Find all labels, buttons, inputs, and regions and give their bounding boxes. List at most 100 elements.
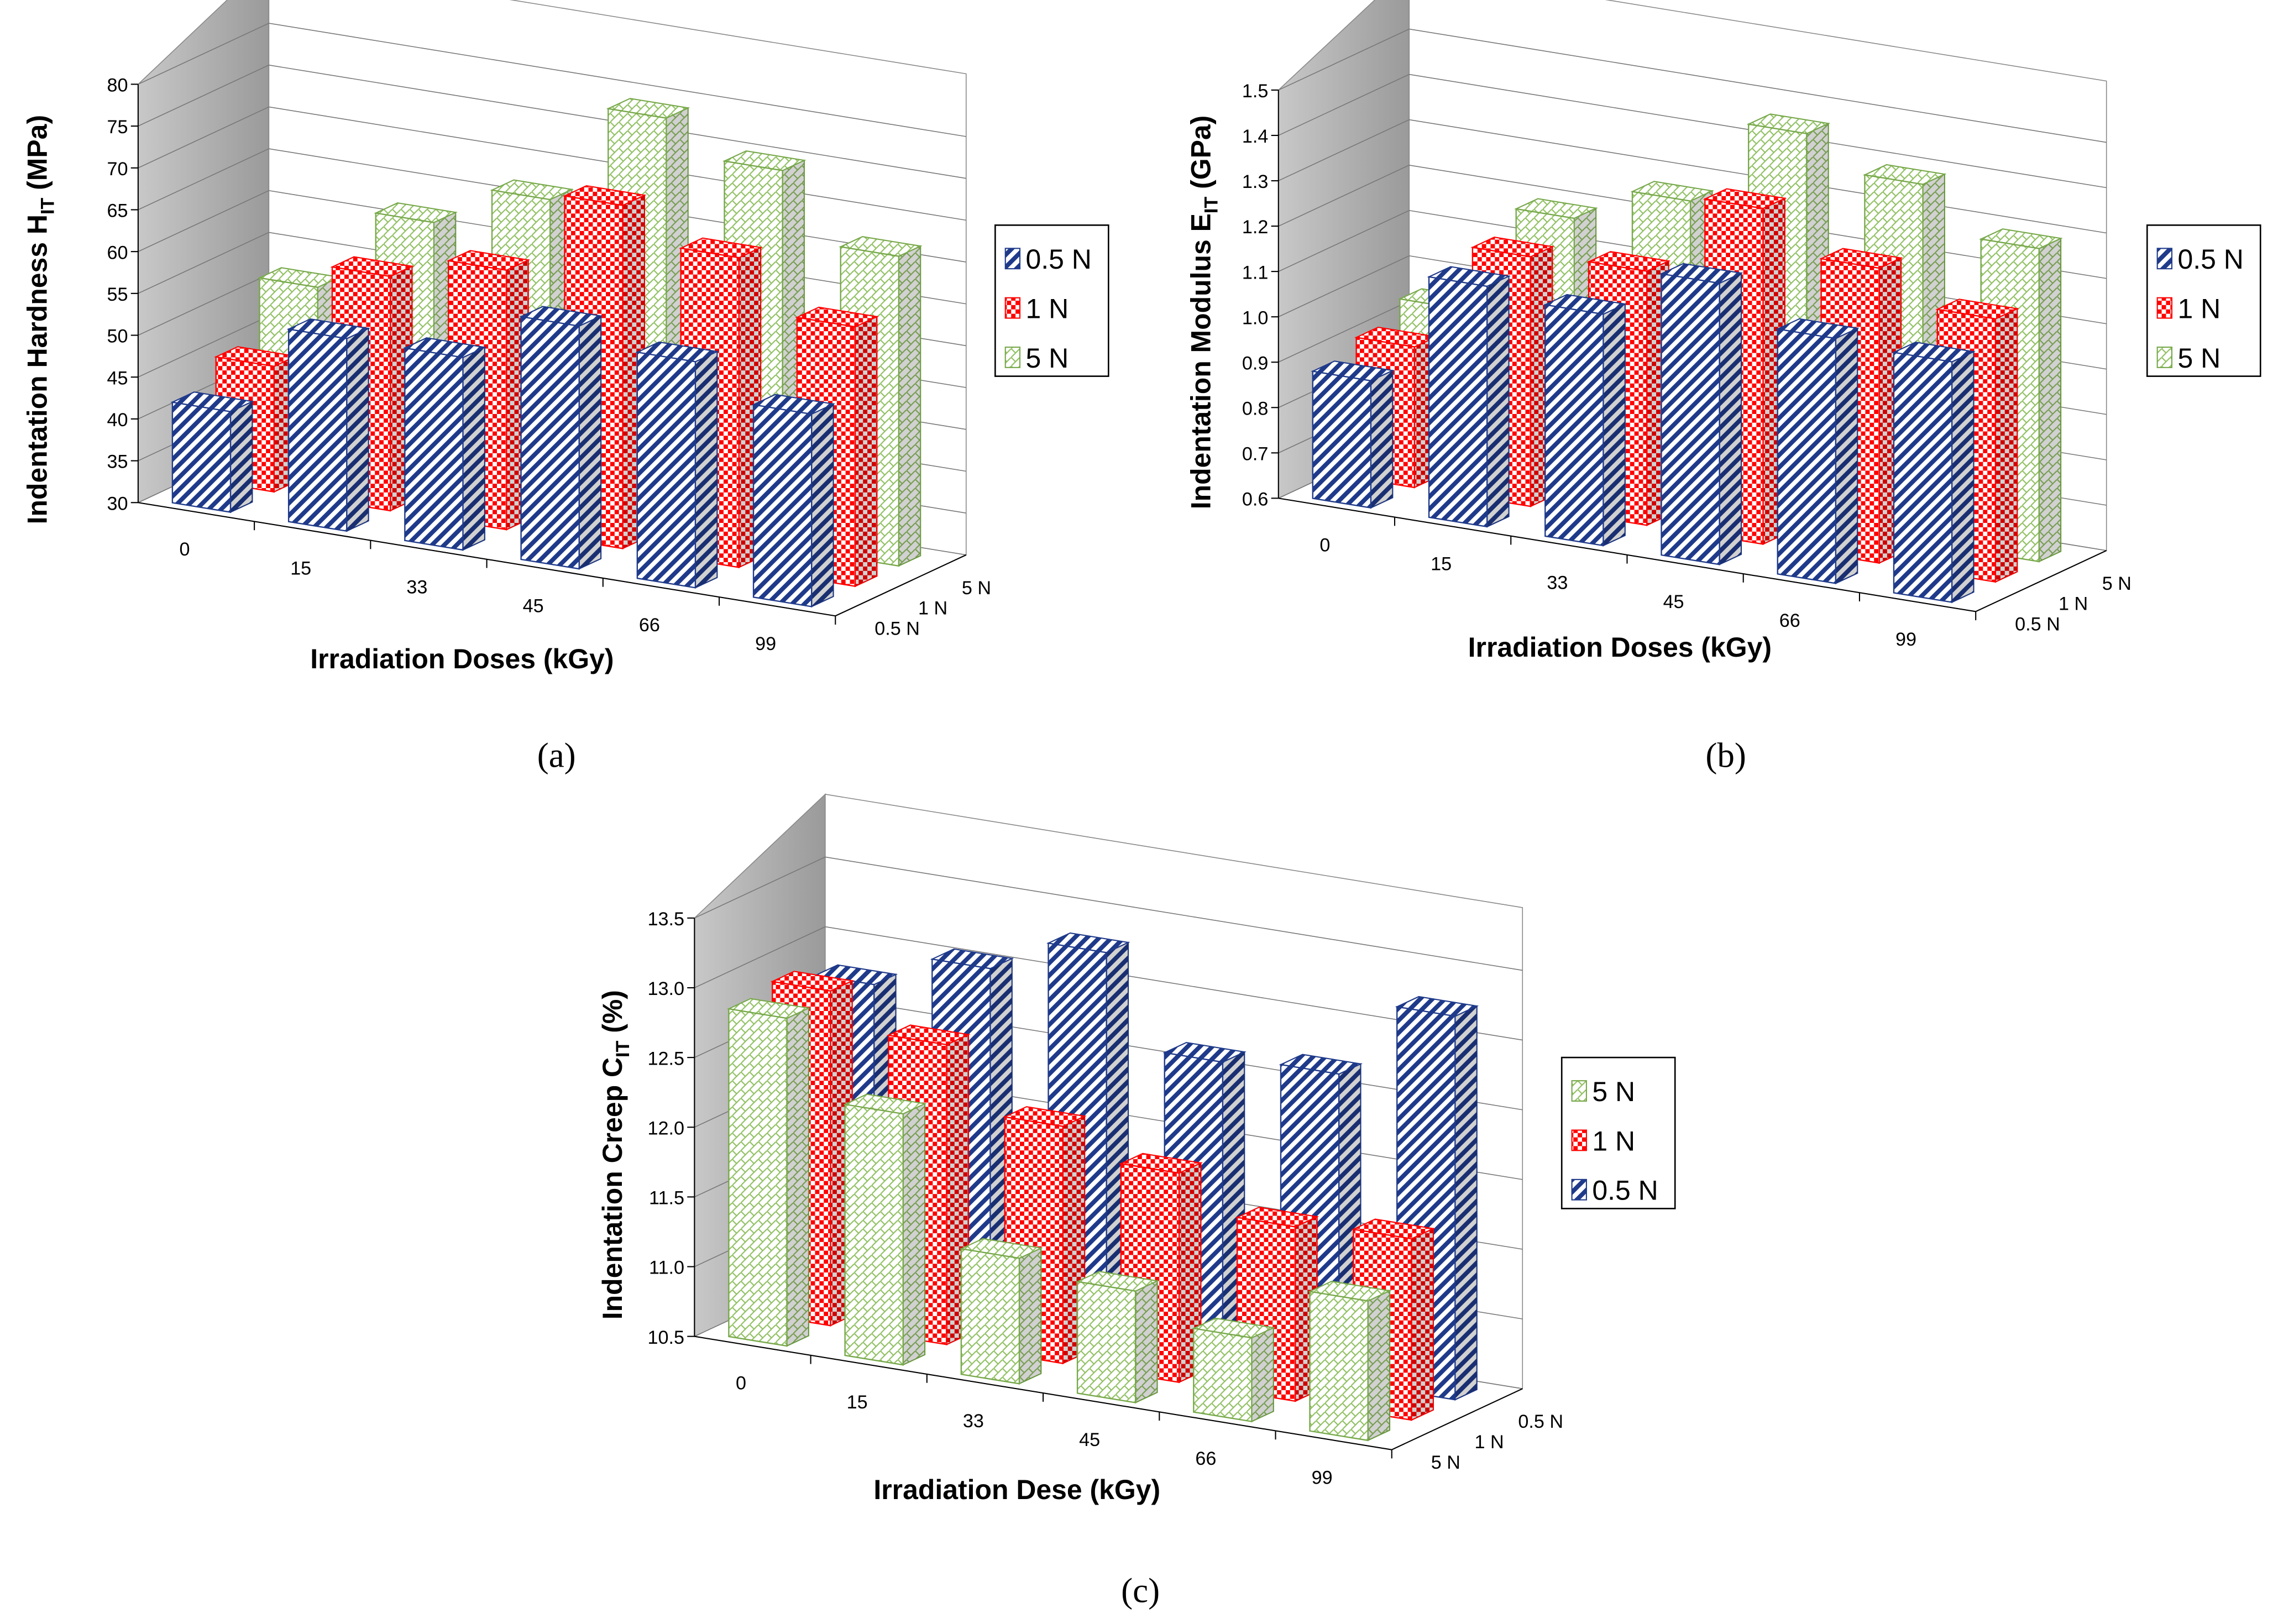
depth-tick-label: 0.5 N	[1518, 1411, 1563, 1432]
x-tick-label: 99	[1895, 629, 1916, 650]
bar-front-face	[844, 1103, 904, 1366]
bar	[170, 391, 254, 514]
y-axis-title: Indentation Hardness HIT (MPa)	[22, 115, 58, 524]
x-tick-label: 15	[1431, 553, 1452, 574]
bar-front-face	[1893, 352, 1953, 603]
legend-label: 1 N	[2177, 294, 2221, 324]
bar-side-shade	[903, 1103, 925, 1365]
gridline	[138, 64, 966, 179]
legend-swatch	[1004, 248, 1021, 270]
bar-side-shade	[1455, 1006, 1477, 1400]
bar-side-shade	[787, 1008, 809, 1347]
x-tick-label: 45	[1663, 591, 1684, 612]
legend-label: 0.5 N	[2177, 244, 2243, 275]
legend: 0.5 N 1 N 5 N	[994, 224, 1109, 377]
bar-side-shade	[1368, 1291, 1390, 1440]
bar	[1659, 263, 1743, 565]
bar	[726, 998, 811, 1347]
legend-swatch	[1004, 347, 1021, 368]
x-tick-label: 99	[755, 633, 776, 654]
y-tick-label: 0.9	[1242, 353, 1268, 374]
bar	[1892, 342, 1976, 604]
bar-side-shade	[463, 347, 485, 550]
bar-side-shade	[1835, 328, 1858, 584]
y-tick-label: 1.4	[1242, 126, 1268, 147]
y-axis-title: Indentation Modulus EIT (GPa)	[1185, 116, 1222, 510]
x-tick-label: 0	[179, 539, 190, 560]
bar-front-face	[1661, 273, 1720, 565]
bar-side-shade	[347, 328, 369, 531]
bar-front-face	[171, 401, 232, 513]
legend-swatch	[1571, 1080, 1587, 1102]
bar-side-shade	[1411, 1228, 1433, 1421]
x-tick-label: 45	[1079, 1429, 1100, 1450]
y-tick-label: 50	[107, 326, 128, 347]
bar-front-face	[1193, 1327, 1253, 1423]
bar-side-shade	[1487, 276, 1509, 527]
y-tick-label: 1.0	[1242, 307, 1268, 328]
legend-swatch	[1571, 1178, 1587, 1201]
x-tick-label: 66	[1195, 1448, 1216, 1469]
legend-label: 1 N	[1592, 1125, 1635, 1156]
x-tick-label: 15	[290, 558, 311, 579]
x-tick-label: 66	[1779, 610, 1800, 631]
y-tick-label: 0.8	[1242, 398, 1268, 419]
bars	[170, 98, 923, 608]
depth-tick-label: 1 N	[2059, 594, 2088, 615]
y-tick-label: 1.3	[1242, 171, 1268, 192]
legend-swatch	[2156, 248, 2172, 270]
bar-side-shade	[695, 351, 718, 588]
caption: (c)	[1121, 1571, 1160, 1610]
caption: (b)	[1705, 736, 1746, 775]
y-tick-label: 75	[107, 117, 128, 138]
legend-label: 1 N	[1026, 294, 1069, 324]
bar	[843, 1093, 927, 1366]
bar	[1543, 294, 1627, 547]
depth-tick-label: 1 N	[918, 598, 947, 619]
bar	[519, 306, 603, 570]
bar-side-shade	[579, 316, 601, 569]
bar-side-shade	[811, 404, 834, 607]
y-axis-title: Indentation Creep CIT (%)	[597, 990, 633, 1319]
gridline	[1278, 28, 2107, 143]
bar-front-face	[1544, 303, 1604, 547]
bar-front-face	[520, 316, 580, 570]
x-tick-label: 99	[1312, 1467, 1333, 1488]
bar	[402, 337, 487, 551]
bar	[635, 341, 719, 589]
legend-label: 5 N	[1592, 1076, 1635, 1107]
depth-axis-line	[1975, 550, 2107, 612]
bar-front-face	[752, 404, 813, 607]
x-axis-title: Irradiation Dese (kGy)	[873, 1474, 1160, 1505]
y-tick-label: 12.5	[647, 1048, 684, 1069]
depth-tick-label: 1 N	[1475, 1432, 1504, 1453]
x-tick-label: 33	[963, 1411, 984, 1432]
legend-swatch	[2156, 347, 2172, 368]
legend: 5 N 1 N 0.5 N	[1560, 1056, 1676, 1209]
gridline	[694, 856, 1523, 971]
gridline	[694, 926, 1523, 1041]
bar-front-face	[1428, 276, 1488, 528]
bar-side-shade	[855, 316, 877, 586]
y-tick-label: 13.5	[647, 909, 684, 930]
legend-label: 5 N	[1026, 343, 1069, 374]
x-tick-label: 0	[1319, 535, 1330, 556]
chart-c-indentation-creep: 10.5 11.0 11.5 12.0 12.5 13.0 13.5 0 15 33 45 66 99 5…	[597, 793, 1676, 1610]
y-tick-label: 65	[107, 201, 128, 222]
bar-front-face	[1312, 370, 1372, 509]
bar	[1191, 1317, 1276, 1423]
bar	[1075, 1271, 1160, 1404]
bar-front-face	[404, 347, 464, 551]
legend-swatch	[2156, 297, 2172, 319]
y-tick-label: 11.0	[649, 1258, 684, 1279]
y-tick-label: 30	[107, 493, 128, 514]
bar-front-face	[1076, 1281, 1137, 1403]
legend-swatch	[1004, 297, 1021, 319]
bar-side-shade	[1019, 1248, 1041, 1384]
x-tick-label: 33	[1547, 573, 1568, 594]
bar-side-shade	[1719, 273, 1742, 565]
y-tick-label: 80	[107, 75, 128, 96]
y-tick-label: 11.5	[649, 1188, 684, 1209]
x-tick-label: 66	[639, 615, 660, 636]
legend-label: 0.5 N	[1592, 1175, 1658, 1206]
